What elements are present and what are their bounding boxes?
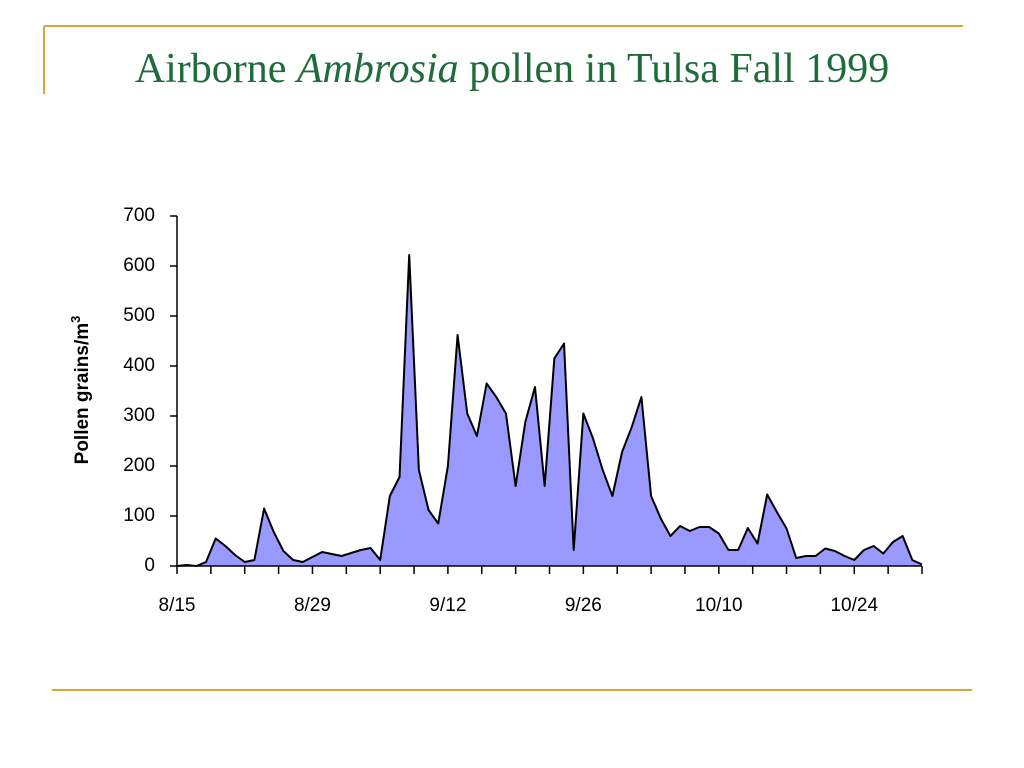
y-tick-label: 600 (123, 255, 155, 276)
y-label-text: Pollen grains/m (72, 323, 93, 464)
y-tick-label: 100 (123, 505, 155, 526)
area-fill (177, 255, 922, 566)
y-tick-label: 500 (123, 305, 155, 326)
y-tick-label: 700 (123, 205, 155, 226)
title-italic: Ambrosia (294, 46, 459, 92)
title-text: pollen in Tulsa Fall 1999 (469, 46, 889, 92)
y-tick-label: 400 (123, 355, 155, 376)
y-label-sup: 3 (68, 316, 83, 323)
x-tick-label: 8/15 (159, 595, 196, 616)
x-tick-label: 9/12 (429, 595, 466, 616)
y-tick-label: 200 (123, 455, 155, 476)
chart-title: Airborne Ambrosia pollen in Tulsa Fall 1… (135, 46, 889, 92)
x-tick-label: 10/10 (695, 595, 743, 616)
area-line (176, 254, 923, 567)
x-tick-label: 8/29 (294, 595, 331, 616)
y-axis-label: Pollen grains/m3 (68, 316, 93, 465)
y-tick-label: 300 (123, 405, 155, 426)
x-tick-label: 9/26 (565, 595, 602, 616)
title-text: Airborne (135, 46, 287, 92)
y-tick-label: 0 (144, 555, 155, 576)
x-tick-label: 10/24 (830, 595, 878, 616)
